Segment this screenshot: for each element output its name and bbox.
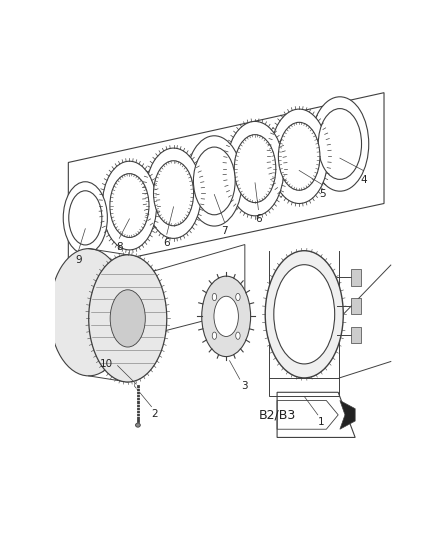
Ellipse shape: [236, 293, 240, 301]
Text: 1: 1: [318, 417, 325, 427]
Ellipse shape: [194, 147, 235, 215]
Polygon shape: [351, 298, 361, 314]
Ellipse shape: [102, 161, 157, 250]
Text: 9: 9: [75, 255, 82, 265]
Ellipse shape: [88, 255, 167, 382]
Text: B2/B3: B2/B3: [258, 408, 296, 422]
Polygon shape: [351, 327, 361, 343]
Ellipse shape: [234, 135, 276, 203]
Ellipse shape: [110, 174, 149, 238]
Ellipse shape: [236, 332, 240, 340]
Ellipse shape: [187, 136, 242, 226]
Ellipse shape: [135, 423, 140, 427]
Text: 6: 6: [163, 238, 170, 248]
Text: 4: 4: [360, 175, 367, 185]
Text: 2: 2: [152, 409, 158, 419]
Ellipse shape: [49, 248, 128, 376]
Text: 6: 6: [255, 214, 262, 224]
Text: 7: 7: [221, 226, 228, 236]
Ellipse shape: [270, 109, 328, 204]
Ellipse shape: [265, 251, 343, 378]
Text: 3: 3: [241, 381, 248, 391]
Ellipse shape: [202, 276, 251, 357]
Ellipse shape: [69, 191, 102, 245]
Polygon shape: [351, 269, 361, 286]
Text: 8: 8: [116, 243, 123, 253]
Ellipse shape: [274, 265, 335, 364]
Polygon shape: [340, 400, 355, 429]
Ellipse shape: [63, 182, 107, 254]
Ellipse shape: [212, 332, 217, 340]
Ellipse shape: [212, 293, 217, 301]
Ellipse shape: [318, 109, 361, 180]
Ellipse shape: [153, 161, 194, 226]
Text: 5: 5: [320, 189, 326, 199]
Ellipse shape: [311, 97, 369, 191]
Ellipse shape: [214, 296, 238, 336]
Ellipse shape: [226, 122, 284, 216]
Ellipse shape: [110, 290, 145, 347]
Ellipse shape: [146, 148, 201, 238]
Text: 10: 10: [99, 359, 113, 368]
Ellipse shape: [279, 122, 320, 190]
